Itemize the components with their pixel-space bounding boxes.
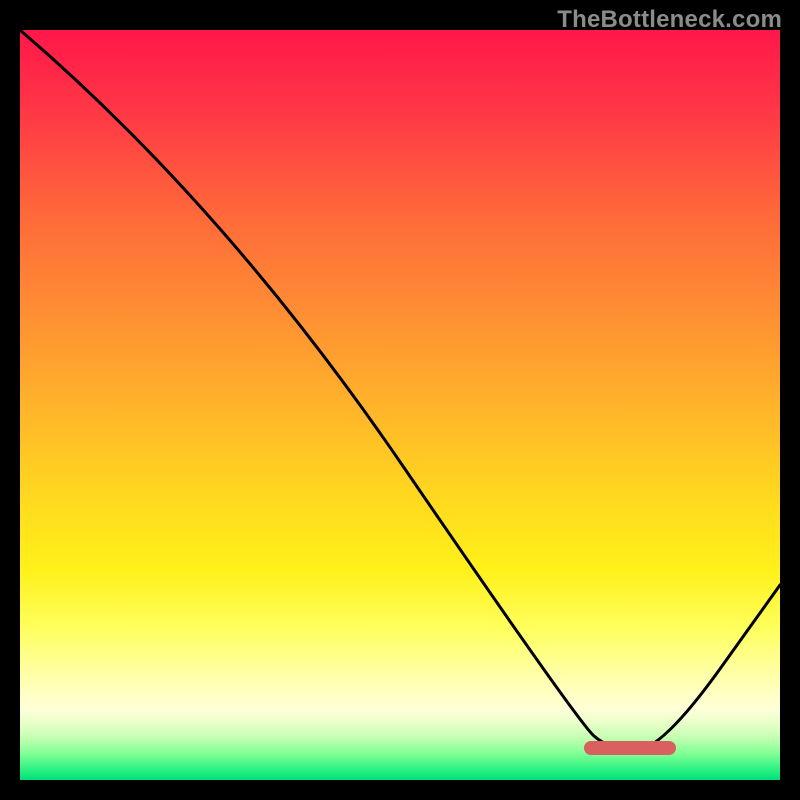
optimal-range-marker <box>584 741 676 755</box>
plot-area <box>20 30 780 780</box>
bottleneck-curve <box>20 30 780 750</box>
curve-overlay <box>20 30 780 780</box>
bottleneck-chart: TheBottleneck.com <box>0 0 800 800</box>
